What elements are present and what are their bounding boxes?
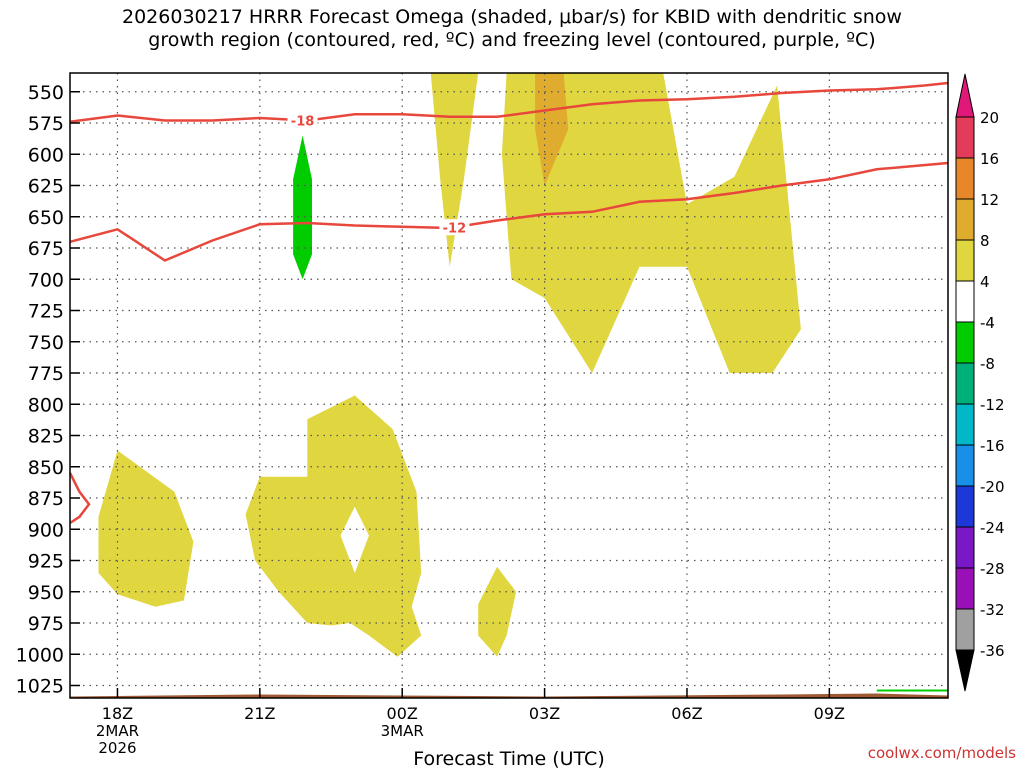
- x-tick-label-2: 00Z: [387, 704, 418, 723]
- colorbar-label-12: -32: [980, 601, 1005, 619]
- y-tick-label-15: 925: [28, 551, 64, 573]
- shaded-region-0: [98, 450, 194, 607]
- colorbar-top-arrow: [955, 73, 975, 118]
- colorbar-swatch-10: [955, 526, 975, 569]
- contour-line-0: [69, 81, 949, 124]
- y-tick-label-4: 650: [28, 207, 64, 229]
- colorbar-label-7: -12: [980, 396, 1005, 414]
- x-tick-label-5: 09Z: [814, 704, 845, 723]
- axes: 550 575 600 625 650 675 700 725 750 775 800 825 850 8…: [16, 72, 949, 757]
- terrain-fill: [70, 693, 948, 698]
- colorbar-swatch-6: [955, 362, 975, 405]
- chart-title-line1: 2026030217 HRRR Forecast Omega (shaded, …: [122, 6, 902, 28]
- y-tick-label-18: 1000: [16, 644, 64, 666]
- y-tick-label-7: 725: [28, 301, 64, 323]
- x-tick-sublabel-0-0: 2MAR: [96, 722, 139, 740]
- x-tick-label-3: 03Z: [529, 704, 560, 723]
- y-tick-label-17: 975: [28, 613, 64, 635]
- colorbar-swatch-7: [955, 403, 975, 446]
- colorbar-swatch-11: [955, 567, 975, 610]
- y-tick-label-3: 625: [28, 176, 64, 198]
- colorbar-label-4: 4: [980, 273, 990, 291]
- contour-label-bg-0: [287, 112, 318, 129]
- colorbar-bottom-arrow: [955, 649, 975, 692]
- y-tick-label-16: 950: [28, 582, 64, 604]
- shaded-region-5: [535, 73, 569, 186]
- chart-title-line2: growth region (contoured, red, ºC) and f…: [148, 29, 876, 51]
- shaded-region-2: [478, 566, 517, 657]
- colorbar-label-8: -16: [980, 437, 1005, 455]
- colorbar-label-0: 20: [980, 109, 999, 127]
- shaded-region-4: [501, 73, 801, 373]
- y-tick-label-5: 675: [28, 238, 64, 260]
- x-tick-label-1: 21Z: [244, 704, 275, 723]
- y-tick-label-1: 575: [28, 113, 64, 135]
- colorbar-label-6: -8: [980, 355, 995, 373]
- colorbar-swatch-3: [955, 239, 975, 282]
- y-tick-label-0: 550: [28, 82, 64, 104]
- colorbar-label-10: -24: [980, 519, 1005, 537]
- colorbar-swatch-5: [955, 321, 975, 364]
- x-axis-label: Forecast Time (UTC): [413, 748, 604, 768]
- colorbar-swatch-1: [955, 157, 975, 200]
- colorbar-label-1: 16: [980, 150, 999, 168]
- contour-line-2: [68, 472, 91, 525]
- colorbar-label-9: -20: [980, 478, 1005, 496]
- colorbar: 20 16 12 8 4 -4 -8 -12 -16 -20 -24 -28 -32 -36: [955, 73, 1005, 692]
- x-tick-sublabel-2-0: 3MAR: [381, 722, 424, 740]
- colorbar-label-2: 12: [980, 191, 999, 209]
- y-tick-label-12: 850: [28, 457, 64, 479]
- contour-label-1: -12: [443, 221, 467, 236]
- plot-area: -18 -12: [68, 73, 949, 698]
- colorbar-swatch-12: [955, 608, 975, 651]
- chart-title: 2026030217 HRRR Forecast Omega (shaded, …: [0, 6, 1024, 52]
- y-tick-label-2: 600: [28, 144, 64, 166]
- shaded-region-6: [293, 135, 312, 280]
- credit-text: coolwx.com/models: [867, 744, 1016, 762]
- x-tick-sublabel-0-1: 2026: [98, 739, 136, 757]
- contour-label-bg-1: [439, 219, 470, 236]
- colorbar-swatch-4: [955, 280, 975, 323]
- y-tick-label-13: 875: [28, 488, 64, 510]
- x-tick-label-0: 18Z: [102, 704, 133, 723]
- contour-label-0: -18: [291, 114, 315, 129]
- colorbar-swatch-2: [955, 198, 975, 241]
- colorbar-label-5: -4: [980, 314, 995, 332]
- colorbar-label-11: -28: [980, 560, 1005, 578]
- colorbar-swatch-8: [955, 444, 975, 487]
- y-tick-label-11: 825: [28, 426, 64, 448]
- x-tick-label-4: 06Z: [671, 704, 702, 723]
- shaded-region-1: [245, 395, 422, 657]
- y-tick-label-19: 1025: [16, 676, 64, 698]
- contour-line-1: [69, 161, 949, 262]
- shaded-region-3: [430, 73, 479, 267]
- shaded-region-7: [340, 506, 369, 573]
- colorbar-swatch-0: [955, 116, 975, 159]
- plot-frame: [69, 72, 949, 699]
- y-tick-label-8: 750: [28, 332, 64, 354]
- colorbar-label-13: -36: [980, 642, 1005, 660]
- colorbar-swatch-9: [955, 485, 975, 528]
- y-tick-label-9: 775: [28, 363, 64, 385]
- y-tick-label-10: 800: [28, 394, 64, 416]
- colorbar-label-3: 8: [980, 232, 990, 250]
- y-tick-label-14: 900: [28, 519, 64, 541]
- y-tick-label-6: 700: [28, 269, 64, 291]
